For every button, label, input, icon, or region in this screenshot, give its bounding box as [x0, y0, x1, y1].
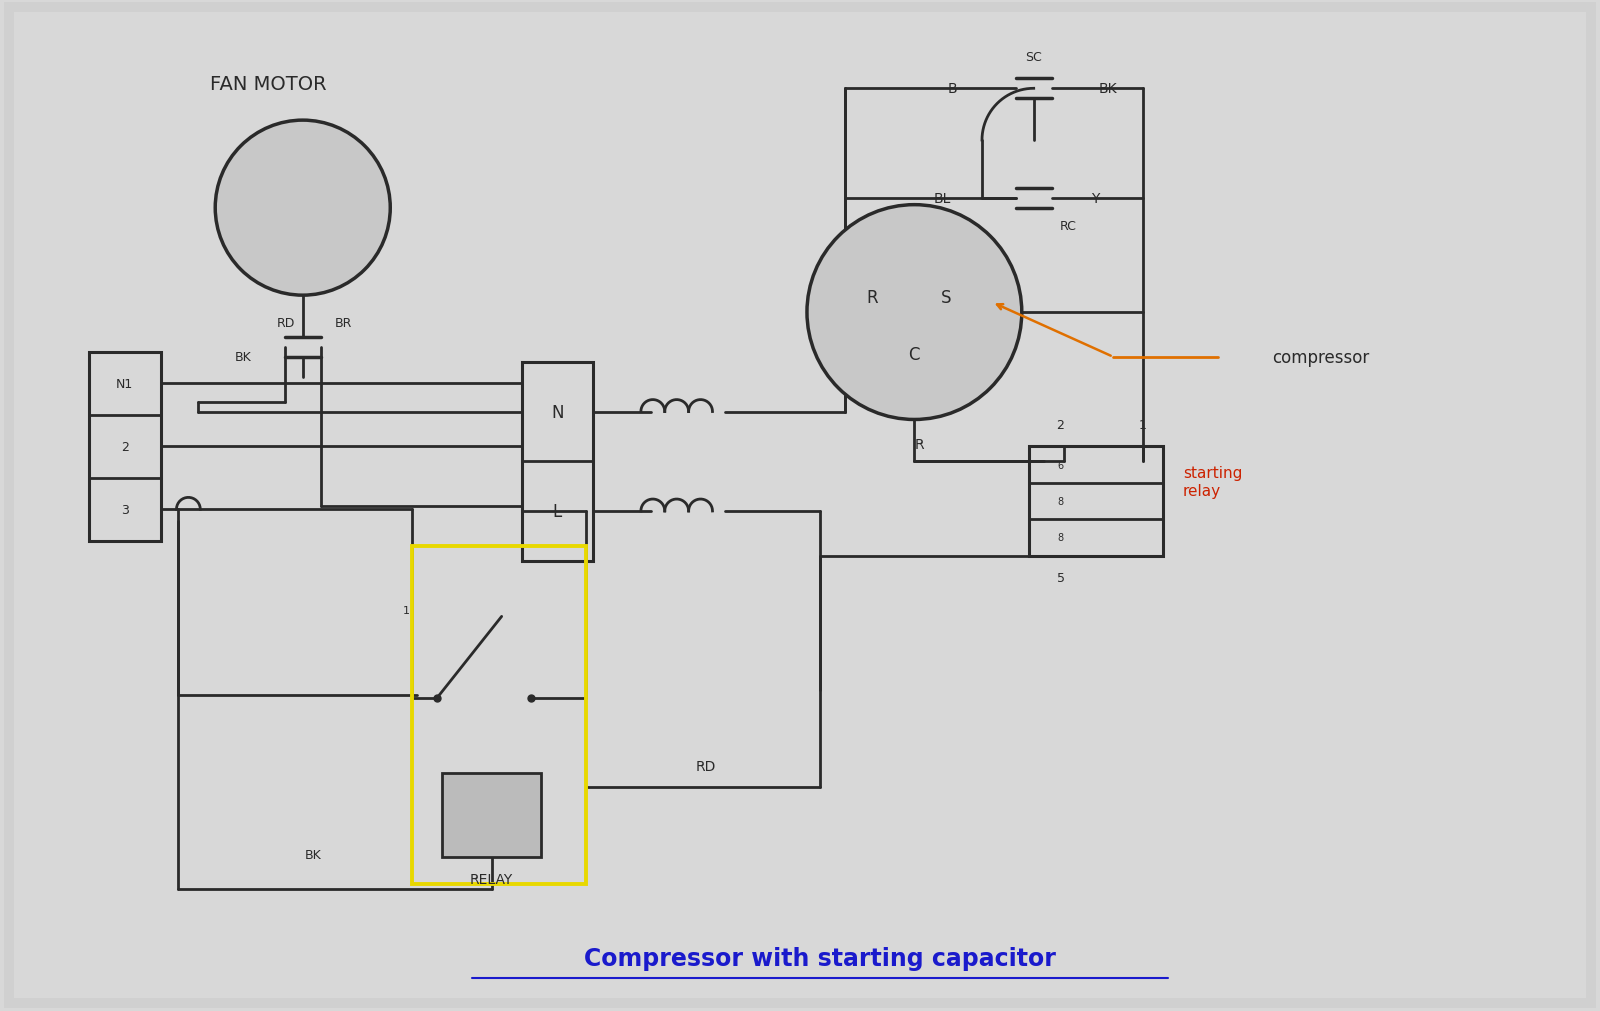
Text: 5: 5	[1056, 571, 1064, 584]
Text: RD: RD	[696, 759, 715, 772]
Text: 6: 6	[1058, 460, 1064, 470]
Text: 1: 1	[403, 606, 410, 616]
Text: B: B	[947, 82, 957, 96]
Text: BK: BK	[304, 848, 322, 860]
Bar	[90, 353, 160, 541]
Text: N1: N1	[117, 377, 133, 390]
Circle shape	[806, 205, 1022, 420]
Text: R: R	[867, 289, 878, 307]
Text: 1: 1	[1139, 419, 1147, 432]
Text: Compressor with starting capacitor: Compressor with starting capacitor	[584, 946, 1056, 971]
Text: FAN MOTOR: FAN MOTOR	[210, 75, 326, 94]
Text: RELAY: RELAY	[470, 872, 514, 886]
Text: R: R	[915, 438, 925, 452]
Text: BK: BK	[234, 351, 251, 364]
Bar	[1029, 447, 1163, 556]
Text: C: C	[909, 346, 920, 364]
Text: BK: BK	[1099, 82, 1118, 96]
Bar	[442, 772, 541, 857]
Bar	[413, 546, 586, 884]
Circle shape	[216, 121, 390, 296]
Text: starting
relay: starting relay	[1182, 466, 1242, 498]
Text: Y: Y	[1091, 191, 1099, 205]
Text: compressor: compressor	[1272, 349, 1370, 366]
Text: S: S	[941, 289, 952, 307]
Text: N: N	[550, 403, 563, 422]
Text: 2: 2	[1056, 419, 1064, 432]
Bar	[522, 362, 594, 561]
Text: RD: RD	[277, 316, 294, 330]
Text: L: L	[552, 502, 562, 521]
Text: RC: RC	[1061, 219, 1077, 233]
Text: BR: BR	[334, 316, 352, 330]
Text: 3: 3	[120, 503, 128, 517]
Text: 2: 2	[120, 441, 128, 453]
Text: SC: SC	[1026, 51, 1042, 64]
Text: 8: 8	[1058, 496, 1064, 507]
Text: 8: 8	[1058, 533, 1064, 543]
Text: BL: BL	[933, 191, 950, 205]
